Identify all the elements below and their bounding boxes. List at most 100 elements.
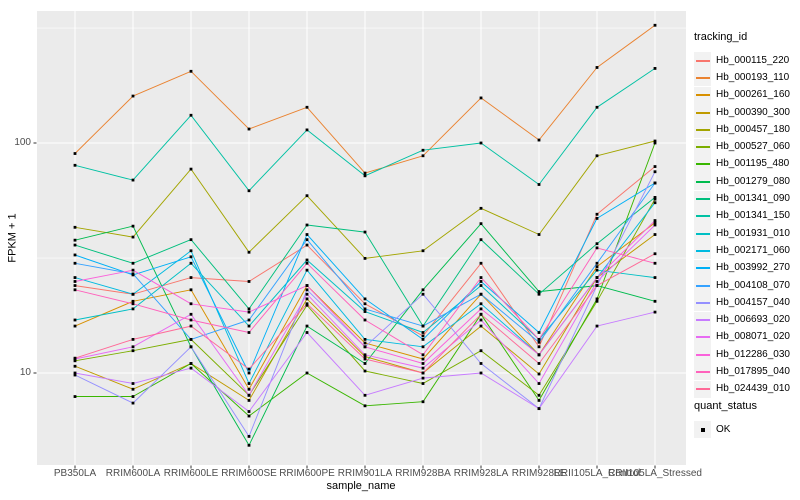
data-point — [421, 288, 425, 292]
legend-line-swatch — [695, 336, 710, 339]
legend-key — [694, 207, 711, 225]
legend-line-swatch — [695, 215, 710, 218]
data-point — [247, 331, 251, 334]
legend-item: Hb_000115_220 — [694, 52, 790, 70]
data-point — [305, 223, 309, 227]
data-point — [653, 223, 657, 227]
legend-item: Hb_000261_160 — [694, 86, 790, 104]
x-tick-label: RRIM928LE — [511, 468, 567, 479]
legend-item-label: Hb_000390_300 — [716, 106, 790, 118]
data-point — [537, 407, 541, 411]
data-point — [305, 194, 309, 198]
data-point — [421, 148, 425, 152]
x-tick-label: RRII105LA_Stressed — [608, 468, 702, 479]
black-point-swatch — [700, 427, 705, 432]
legend-key — [694, 346, 711, 364]
legend-line-swatch — [695, 388, 710, 391]
data-point — [189, 276, 193, 279]
data-point — [653, 23, 657, 27]
data-point — [537, 331, 541, 334]
data-point — [73, 364, 77, 368]
legend-line-swatch — [695, 249, 710, 252]
data-point — [305, 331, 309, 334]
data-point — [537, 399, 541, 402]
legend-item: Hb_006693_020 — [694, 311, 790, 329]
data-point — [421, 400, 425, 404]
data-point — [479, 312, 483, 316]
data-point — [247, 393, 251, 397]
data-point — [653, 261, 657, 265]
data-point — [363, 310, 367, 313]
legend-item: Hb_017895_040 — [694, 363, 790, 381]
x-tick-label: RRIM928LA — [453, 468, 509, 479]
legend-item-label: Hb_001931_010 — [716, 227, 790, 239]
legend-item-label: Hb_024439_010 — [716, 383, 790, 395]
legend-item-label: Hb_017895_040 — [716, 365, 790, 377]
legend-line-swatch — [695, 267, 710, 270]
legend-key — [694, 121, 711, 139]
data-point — [247, 435, 251, 438]
data-point — [73, 284, 77, 287]
legend-key — [694, 225, 711, 243]
data-point — [363, 174, 367, 178]
legend-key — [694, 328, 711, 346]
legend-item: Hb_001341_150 — [694, 207, 790, 225]
data-point — [305, 105, 309, 109]
legend-key — [694, 190, 711, 208]
data-point — [363, 369, 367, 373]
data-point — [479, 238, 483, 242]
data-point — [653, 299, 657, 303]
data-point — [653, 310, 657, 314]
legend-item-label: Hb_006693_020 — [716, 314, 790, 326]
legend-item-label: Hb_004157_040 — [716, 296, 790, 308]
data-point — [131, 272, 135, 276]
data-point — [537, 382, 541, 385]
data-point — [653, 67, 657, 70]
data-point — [595, 66, 599, 69]
legend-item-label: Hb_000193_110 — [716, 71, 790, 83]
data-point — [305, 297, 309, 301]
data-point — [131, 387, 135, 391]
quant-legend-items: OK — [694, 421, 757, 439]
legend-key — [694, 294, 711, 312]
data-point — [189, 113, 193, 117]
data-point — [479, 307, 483, 311]
data-point — [653, 197, 657, 201]
data-point — [479, 371, 483, 375]
quant-status-legend: quant_status OK — [694, 400, 757, 439]
tracking-id-legend: tracking_id Hb_000115_220 Hb_000193_110 Hb… — [694, 31, 790, 398]
data-point — [421, 371, 425, 375]
data-point — [653, 196, 657, 199]
data-point — [363, 357, 367, 361]
data-point — [73, 243, 77, 247]
data-point — [131, 345, 135, 349]
data-point — [653, 252, 657, 256]
data-point — [189, 288, 193, 292]
data-point — [421, 337, 425, 341]
data-point — [247, 367, 251, 371]
legend-line-swatch — [695, 198, 710, 201]
data-point — [363, 404, 367, 408]
data-point — [305, 233, 309, 236]
data-point — [479, 324, 483, 328]
data-point — [305, 292, 309, 296]
legend-item-label: Hb_003992_270 — [716, 262, 790, 274]
data-point — [653, 141, 657, 145]
data-point — [421, 249, 425, 253]
data-point — [537, 372, 541, 376]
data-point — [247, 307, 251, 311]
data-point — [537, 362, 541, 365]
legend-item-label: Hb_001195_480 — [716, 158, 790, 170]
data-point — [653, 181, 657, 185]
data-point — [131, 299, 135, 303]
quant-legend-item: OK — [694, 421, 757, 439]
data-point — [421, 382, 425, 385]
x-tick-label: RRIM600LE — [163, 468, 219, 479]
data-point — [595, 242, 599, 246]
legend-item: Hb_000390_300 — [694, 104, 790, 122]
data-point — [653, 219, 657, 222]
data-point — [247, 280, 251, 283]
legend-item-label: Hb_000115_220 — [716, 54, 790, 66]
data-point — [131, 395, 135, 398]
